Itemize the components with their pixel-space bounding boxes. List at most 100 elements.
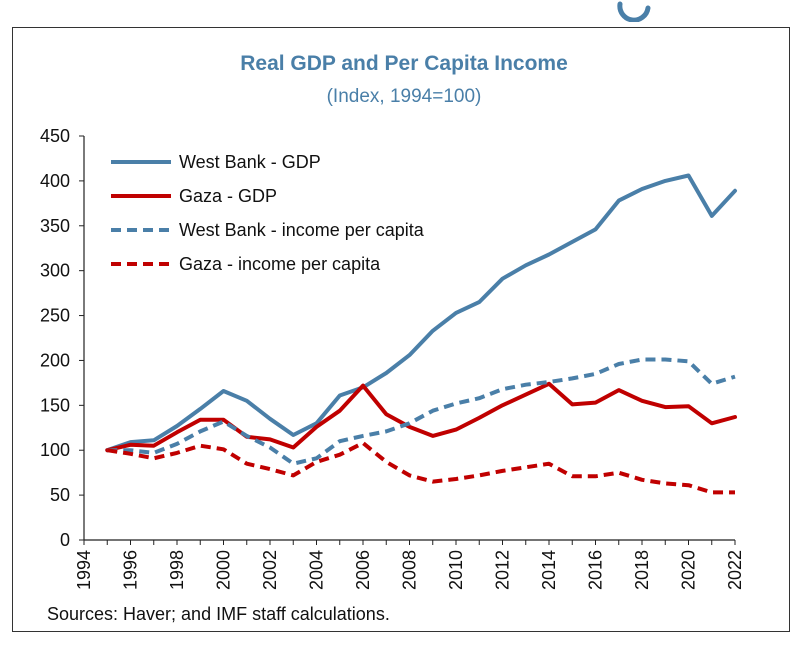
x-tick-label: 1994 bbox=[74, 550, 94, 590]
series-1-point bbox=[500, 277, 504, 281]
series-2-point bbox=[198, 418, 202, 422]
series-1-point bbox=[431, 329, 435, 333]
series-3-point bbox=[663, 357, 667, 361]
series-line-1 bbox=[105, 173, 737, 453]
series-3-point bbox=[152, 451, 156, 455]
legend-label-4: Gaza - income per capita bbox=[179, 254, 381, 274]
series-1-point bbox=[686, 173, 690, 177]
series-1-point bbox=[710, 214, 714, 218]
chart-title: Real GDP and Per Capita Income bbox=[240, 52, 568, 75]
series-4-point bbox=[524, 465, 528, 469]
legend-label-2: Gaza - GDP bbox=[179, 186, 277, 206]
series-4-point bbox=[686, 483, 690, 487]
series-2-point bbox=[314, 425, 318, 429]
x-tick-label: 2016 bbox=[586, 550, 606, 590]
series-3-point bbox=[710, 382, 714, 386]
series-1-point bbox=[268, 417, 272, 421]
series-2-point bbox=[431, 434, 435, 438]
x-tick-label: 2020 bbox=[679, 550, 699, 590]
legend-label-3: West Bank - income per capita bbox=[179, 220, 425, 240]
series-2-point bbox=[500, 403, 504, 407]
series-4-point bbox=[291, 473, 295, 477]
x-tick-label: 1998 bbox=[167, 550, 187, 590]
series-4-point bbox=[500, 469, 504, 473]
y-tick-label: 50 bbox=[50, 485, 70, 505]
series-1-point bbox=[593, 227, 597, 231]
series-3-point bbox=[268, 445, 272, 449]
series-3-point bbox=[524, 383, 528, 387]
series-1-point bbox=[384, 371, 388, 375]
series-1-point bbox=[663, 179, 667, 183]
x-tick-label: 2008 bbox=[400, 550, 420, 590]
series-3-point bbox=[477, 396, 481, 400]
series-4-point bbox=[570, 474, 574, 478]
series-1-point bbox=[640, 187, 644, 191]
y-tick-label: 350 bbox=[40, 216, 70, 236]
series-4-point bbox=[198, 444, 202, 448]
series-2-point bbox=[128, 443, 132, 447]
series-2-point bbox=[152, 444, 156, 448]
series-2-point bbox=[477, 416, 481, 420]
series-1-point bbox=[524, 263, 528, 267]
series-2-point bbox=[268, 437, 272, 441]
series-2-point bbox=[175, 430, 179, 434]
series-4-point bbox=[152, 456, 156, 460]
series-4-point bbox=[663, 481, 667, 485]
series-4-point bbox=[431, 479, 435, 483]
series-4-point bbox=[221, 447, 225, 451]
series-1-point bbox=[245, 399, 249, 403]
series-2-point bbox=[733, 415, 737, 419]
y-tick-label: 200 bbox=[40, 350, 70, 370]
series-2-point bbox=[361, 383, 365, 387]
series-line-2 bbox=[105, 381, 737, 453]
series-4-point bbox=[617, 471, 621, 475]
x-tick-label: 2002 bbox=[260, 550, 280, 590]
series-1-point bbox=[175, 424, 179, 428]
x-tick-label: 2004 bbox=[307, 550, 327, 590]
x-tick-label: 2010 bbox=[446, 550, 466, 590]
series-3-point bbox=[407, 421, 411, 425]
y-tick-label: 300 bbox=[40, 261, 70, 281]
series-4-point bbox=[733, 490, 737, 494]
series-4-point bbox=[245, 462, 249, 466]
series-3-point bbox=[593, 372, 597, 376]
series-1-point bbox=[338, 393, 342, 397]
series-3-point bbox=[198, 429, 202, 433]
series-3-point bbox=[431, 409, 435, 413]
series-1-point bbox=[198, 407, 202, 411]
series-2-point bbox=[454, 427, 458, 431]
series-4-point bbox=[407, 473, 411, 477]
series-2-point bbox=[593, 400, 597, 404]
series-3-point bbox=[454, 401, 458, 405]
series-4-point bbox=[128, 452, 132, 456]
series-2-point bbox=[640, 399, 644, 403]
series-2-point bbox=[710, 421, 714, 425]
partial-logo-icon bbox=[617, 1, 651, 22]
series-1-point bbox=[221, 389, 225, 393]
series-2-point bbox=[617, 388, 621, 392]
series-3-point bbox=[733, 374, 737, 378]
x-tick-label: 1996 bbox=[121, 550, 141, 590]
y-tick-label: 400 bbox=[40, 171, 70, 191]
x-tick-label: 2006 bbox=[353, 550, 373, 590]
series-2-point bbox=[291, 445, 295, 449]
series-1-point bbox=[407, 353, 411, 357]
series-2-point bbox=[524, 392, 528, 396]
series-2-point bbox=[663, 405, 667, 409]
series-4-point bbox=[314, 460, 318, 464]
series-3-point bbox=[338, 439, 342, 443]
chart-frame bbox=[12, 27, 790, 632]
chart-subtitle: (Index, 1994=100) bbox=[326, 86, 482, 107]
y-tick-label: 450 bbox=[40, 126, 70, 146]
series-1-point bbox=[733, 189, 737, 193]
series-2-point bbox=[570, 402, 574, 406]
series-4-point bbox=[175, 451, 179, 455]
series-4-point bbox=[640, 478, 644, 482]
series-3-point bbox=[175, 442, 179, 446]
series-2-point bbox=[384, 412, 388, 416]
x-tick-label: 2014 bbox=[539, 550, 559, 590]
series-3-point bbox=[640, 357, 644, 361]
y-tick-label: 0 bbox=[60, 530, 70, 550]
series-4-point bbox=[361, 441, 365, 445]
